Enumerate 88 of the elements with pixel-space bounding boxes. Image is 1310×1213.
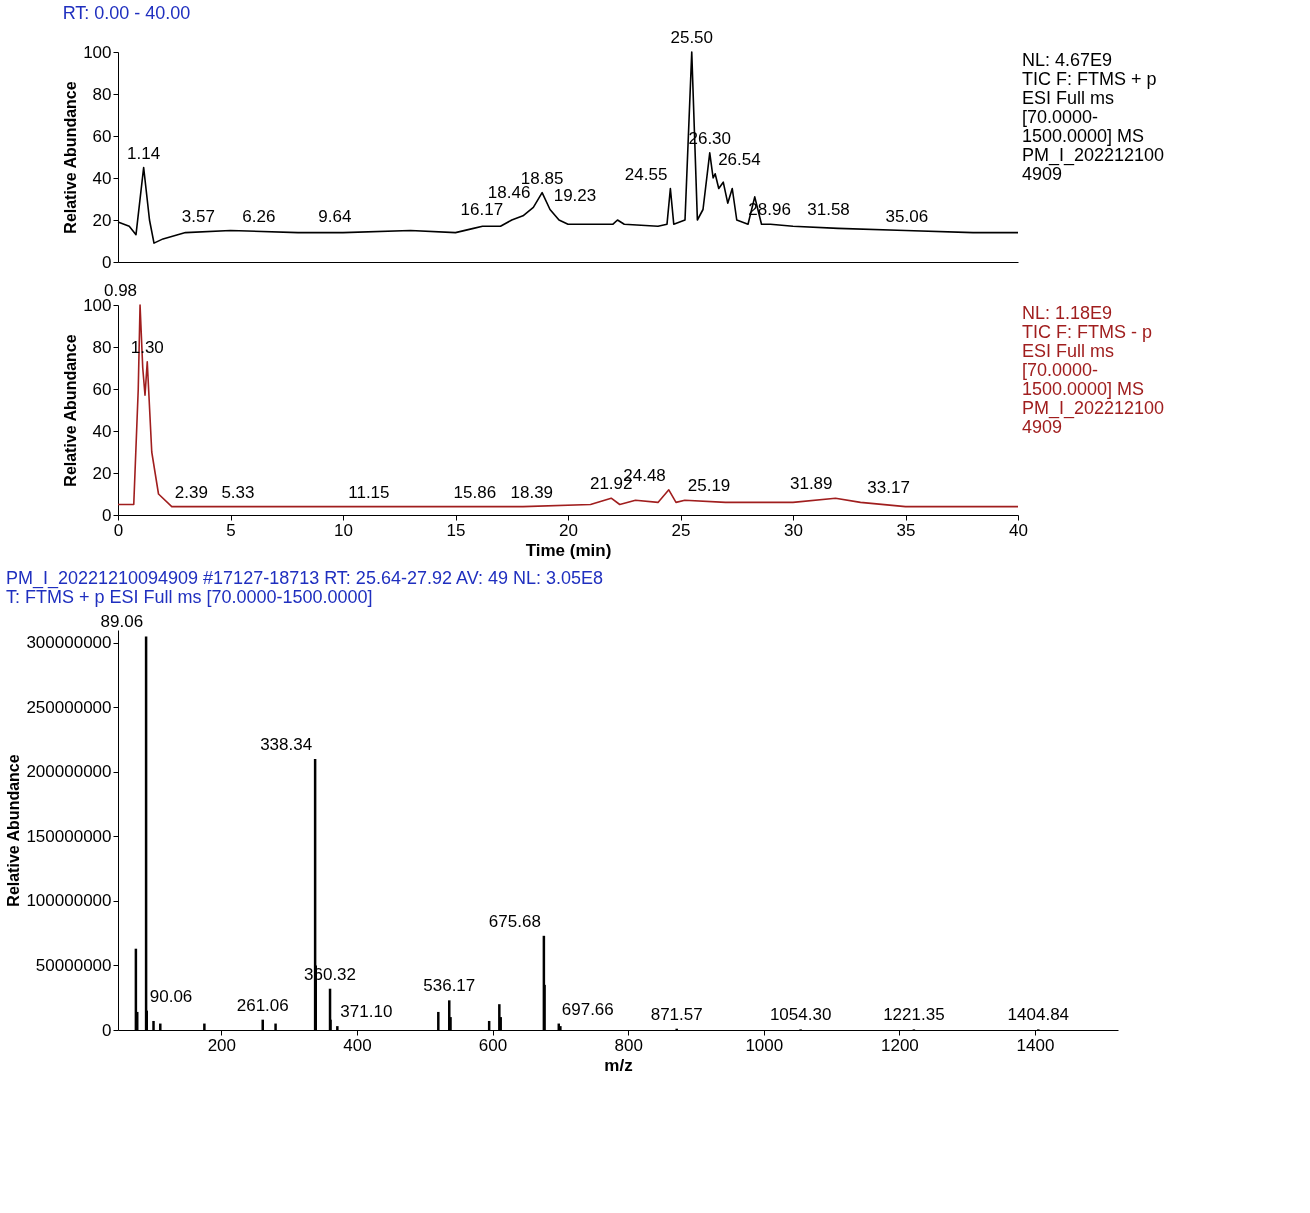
- annotation: 25.19: [687, 476, 731, 496]
- x-tick-label: 600: [478, 1035, 508, 1055]
- annotation: 871.57: [650, 1004, 703, 1024]
- annotation: 697.66: [561, 999, 614, 1019]
- y-tick-label: 250000000: [26, 697, 112, 717]
- x-tick-label: 800: [614, 1035, 643, 1055]
- y-axis-title: Relative Abundance: [62, 334, 80, 487]
- annotation: 5.33: [221, 482, 255, 502]
- y-tick-label: 80: [92, 84, 112, 104]
- annotation: 16.17: [460, 200, 504, 220]
- annotation: 89.06: [100, 612, 144, 632]
- annotation: 11.15: [348, 482, 390, 502]
- chart-title: PM_I_20221210094909 #17127-18713 RT: 25.64-27.92 AV: 49 NL: 3.05E8: [5, 568, 604, 590]
- annotation: 31.58: [807, 200, 850, 220]
- text: TIC F: FTMS + p: [1022, 69, 1157, 89]
- annotation: 6.26: [242, 206, 276, 226]
- text: [70.0000-: [1022, 107, 1099, 127]
- chart-subtitle: T: FTMS + p ESI Full ms [70.0000-1500.0000]: [5, 587, 373, 608]
- x-tick-label: 200: [207, 1035, 237, 1055]
- y-tick-label: 50000000: [35, 955, 112, 975]
- y-tick-label: 20: [92, 210, 112, 230]
- annotation: 261.06: [236, 995, 289, 1015]
- y-tick-label: 40: [92, 168, 112, 188]
- annotation: 1221.35: [883, 1005, 945, 1025]
- x-tick-label: 40: [1009, 520, 1028, 540]
- annotation: 25.50: [670, 28, 714, 47]
- text: TIC F: FTMS - p: [1022, 322, 1152, 342]
- y-axis-title: Relative Abundance: [5, 754, 23, 907]
- annotation: 24.55: [624, 164, 668, 184]
- y-axis-title: Relative Abundance: [62, 81, 80, 234]
- annotation: 19.23: [553, 185, 597, 205]
- x-tick-label: 15: [446, 520, 466, 540]
- y-tick-label: 0: [102, 505, 112, 525]
- y-tick-label: 0: [102, 252, 112, 272]
- y-tick-label: 20: [92, 463, 112, 483]
- annotation: 338.34: [260, 735, 313, 755]
- x-tick-label: 5: [226, 520, 236, 540]
- annotation: 1404.84: [1007, 1005, 1070, 1025]
- annotation: 35.06: [885, 206, 929, 226]
- text: ESI Full ms: [1022, 341, 1115, 361]
- text: 4909: [1022, 417, 1063, 437]
- annotation: 371.10: [340, 1002, 393, 1022]
- y-tick-label: 0: [102, 1020, 112, 1040]
- annotation: 33.17: [867, 478, 910, 498]
- annotation: 1054.30: [769, 1005, 832, 1025]
- annotation: 18.39: [510, 482, 554, 502]
- annotation: 536.17: [423, 976, 476, 996]
- annotation: 31.89: [789, 474, 833, 494]
- text: 1500.0000] MS: [1022, 379, 1145, 399]
- annotation: 675.68: [488, 911, 541, 931]
- y-tick-label: 60: [92, 126, 112, 146]
- annotation: 90.06: [149, 986, 193, 1006]
- annotation: 15.86: [453, 482, 497, 502]
- y-tick-label: 300000000: [26, 633, 112, 653]
- x-tick-label: 1000: [745, 1035, 784, 1055]
- y-tick-label: 60: [92, 379, 112, 399]
- chart-title: RT: 0.00 - 40.00: [62, 3, 191, 23]
- annotation: 9.64: [318, 206, 352, 226]
- x-tick-label: 35: [896, 520, 916, 540]
- annotation: 2.39: [174, 482, 208, 502]
- x-tick-label: 20: [559, 520, 578, 540]
- line-series: [117, 304, 1019, 508]
- y-tick-label: 200000000: [26, 762, 112, 782]
- annotation: 18.46: [487, 183, 531, 203]
- x-tick-label: 1400: [1016, 1035, 1055, 1055]
- annotation: 1.14: [127, 143, 161, 163]
- x-tick-label: 400: [343, 1035, 372, 1055]
- text: NL: 4.67E9: [1022, 50, 1113, 70]
- text: 4909: [1022, 164, 1063, 184]
- text: ESI Full ms: [1022, 88, 1115, 108]
- x-tick-label: 1200: [880, 1035, 919, 1055]
- x-tick-label: 30: [784, 520, 803, 540]
- x-axis-title: Time (min): [525, 540, 612, 560]
- x-tick-label: 25: [671, 520, 691, 540]
- x-axis-title: m/z: [604, 1055, 633, 1075]
- text: PM_I_202212100: [1022, 398, 1165, 419]
- y-tick-label: 100000000: [26, 891, 112, 911]
- text: 1500.0000] MS: [1022, 126, 1145, 146]
- text: [70.0000-: [1022, 360, 1099, 380]
- text: PM_I_202212100: [1022, 145, 1165, 166]
- y-tick-label: 150000000: [26, 826, 112, 846]
- y-tick-label: 100: [83, 42, 112, 62]
- y-tick-label: 40: [92, 421, 112, 441]
- y-tick-label: 80: [92, 337, 112, 357]
- x-tick-label: 10: [334, 520, 353, 540]
- annotation: 26.54: [718, 149, 761, 169]
- annotation: 3.57: [181, 206, 215, 226]
- text: NL: 1.18E9: [1022, 303, 1113, 323]
